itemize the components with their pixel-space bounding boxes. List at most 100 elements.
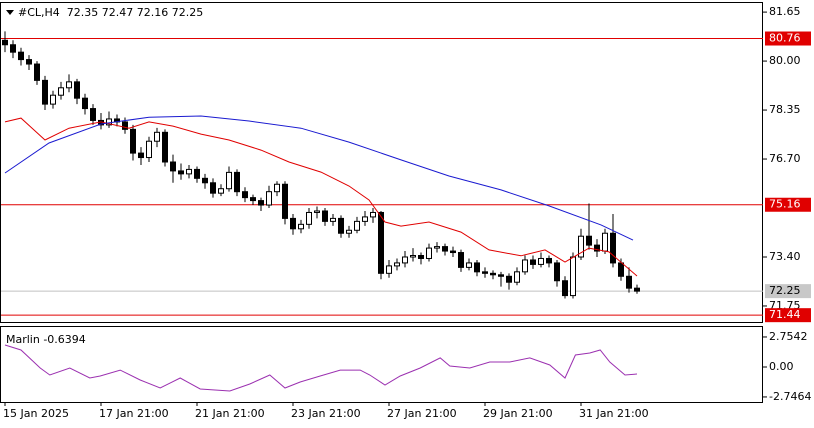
x-tick-label: 23 Jan 21:00 [291,407,361,420]
candle-body [274,183,280,193]
candle-body [346,229,352,234]
level-label-box [765,197,811,212]
candle-body [66,81,72,89]
candle-body [154,131,160,142]
candle-body [250,197,256,202]
candle-body [58,87,64,96]
candle-body [234,171,240,193]
last-price-box [765,284,811,299]
candle-body [306,211,312,225]
candle-body [458,252,464,268]
y-tick-label: 81.65 [769,5,801,18]
candle-body [514,271,520,283]
y-tick-label: 78.35 [769,103,801,116]
candle-body [370,211,376,218]
candle-body [290,217,296,230]
candle-body [330,217,336,222]
level-label-box [765,308,811,323]
candle-body [410,255,416,258]
candle-body [538,257,544,265]
candle-body [498,274,504,277]
x-tick-label: 21 Jan 21:00 [195,407,265,420]
candle-body [42,79,48,105]
candle-body [90,108,96,121]
candle-body [506,275,512,283]
candle-body [530,259,536,265]
candle-body [18,51,24,61]
candle-body [602,232,608,252]
candle-body [202,177,208,184]
candle-body [226,171,232,190]
x-tick-label: 31 Jan 21:00 [579,407,649,420]
candle-body [210,182,216,194]
chart-title: #CL,H4 72.35 72.47 72.16 72.25 [18,6,203,19]
oscillator-label: Marlin -0.6394 [6,333,86,346]
candle-body [490,272,496,276]
x-tick-label: 27 Jan 21:00 [387,407,457,420]
candle-body [586,235,592,246]
candle-body [434,246,440,249]
candle-body [50,94,56,105]
candle-body [130,128,136,154]
candle-body [634,287,640,292]
candle-body [618,262,624,277]
candle-body [82,97,88,110]
candle-body [282,183,288,219]
y-tick-label: 73.40 [769,250,801,263]
candle-body [378,211,384,274]
candle-body [482,271,488,274]
y-tick-label: 0.00 [769,360,794,373]
last-price-label: 72.25 [769,284,801,297]
candle-body [298,223,304,230]
candle-body [418,255,424,259]
x-tick-label: 15 Jan 2025 [3,407,69,420]
candle-body [194,168,200,179]
moving-average [4,115,634,241]
candle-body [354,220,360,231]
candle-body [402,256,408,264]
x-tick-label: 17 Jan 21:00 [99,407,169,420]
candle-body [322,210,328,222]
candle-body [338,217,344,234]
candle-body [386,265,392,274]
candle-body [394,262,400,267]
candle-body [258,200,264,206]
candle-body [546,257,552,264]
candle-body [146,140,152,159]
candle-body [314,210,320,213]
candle-body [26,59,32,65]
oscillator-panel [0,326,763,403]
menu-arrow [6,10,14,15]
candle-body [442,246,448,252]
candle-body [522,259,528,273]
candle-body [106,118,112,126]
candle-body [266,191,272,206]
candle-body [362,216,368,222]
y-tick-label: 2.7542 [769,330,808,343]
candle-body [10,44,16,53]
y-tick-label: 76.70 [769,152,801,165]
level-label: 71.44 [769,308,801,321]
candle-body [562,280,568,297]
candle-body [626,275,632,289]
candle-body [610,232,616,264]
candle-body [34,63,40,81]
candle-body [474,262,480,273]
candle-body [554,262,560,282]
candle-body [74,81,80,99]
candle-body [218,188,224,194]
main-panel [0,2,763,323]
level-label: 80.76 [769,32,801,45]
candle-body [426,247,432,259]
y-tick-label: -2.7464 [769,390,811,403]
candle-body [122,121,128,130]
candle-body [594,244,600,252]
candle-body [138,152,144,159]
candle-body [170,161,176,172]
candle-body [570,256,576,297]
candle-body [2,39,8,46]
x-tick-label: 29 Jan 21:00 [483,407,553,420]
y-tick-label: 80.00 [769,54,801,67]
